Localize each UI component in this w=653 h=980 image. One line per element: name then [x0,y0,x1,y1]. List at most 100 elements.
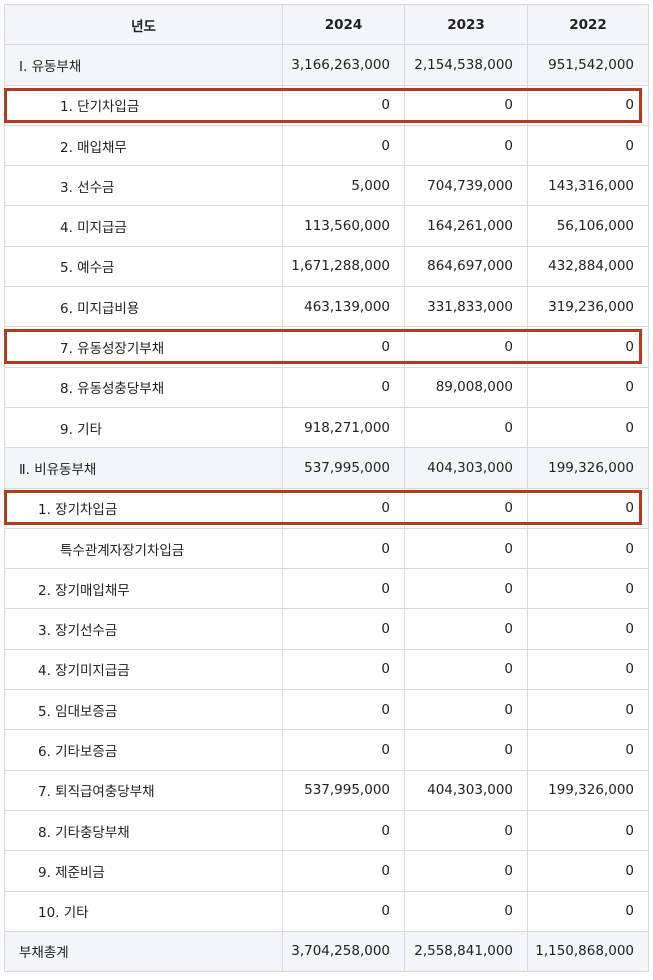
value-cell-2022: 1,150,868,000 [527,930,649,973]
value-cell-2024: 0 [282,326,405,368]
row-label: 1. 단기차입금 [4,84,283,126]
value-cell-2024: 0 [282,568,405,610]
year-2024-header: 2024 [282,3,405,46]
value-cell-2023: 0 [404,809,528,852]
value-cell-2023: 404,303,000 [404,447,528,489]
table-row: 3. 장기선수금 0 0 0 [4,608,649,650]
value-cell-2024: 918,271,000 [282,406,405,449]
value-cell-2023: 0 [404,84,528,126]
row-label: 5. 임대보증금 [4,689,283,731]
table-row: 1. 단기차입금 0 0 0 [4,84,649,126]
value-cell-2024: 0 [282,527,405,570]
value-cell-2022: 0 [527,487,649,529]
value-cell-2024: 0 [282,850,405,892]
value-cell-2023: 0 [404,124,528,167]
value-cell-2022: 951,542,000 [527,44,649,86]
row-label: 6. 미지급비용 [4,286,283,328]
value-cell-2024: 0 [282,729,405,771]
table-row: 1. 장기차입금 0 0 0 [4,487,649,529]
table-row: Ⅱ. 비유동부채 537,995,000 404,303,000 199,326,00… [4,447,649,489]
value-cell-2022: 0 [527,729,649,771]
value-cell-2022: 0 [527,124,649,167]
table-row: 5. 예수금 1,671,288,000 864,697,000 432,884,00… [4,245,649,288]
value-cell-2022: 143,316,000 [527,165,649,207]
value-cell-2024: 0 [282,366,405,408]
row-label: 6. 기타보증금 [4,729,283,771]
value-cell-2023: 0 [404,689,528,731]
row-label: 8. 유동성충당부채 [4,366,283,408]
value-cell-2023: 404,303,000 [404,769,528,811]
value-cell-2023: 0 [404,729,528,771]
value-cell-2023: 0 [404,487,528,529]
value-cell-2024: 463,139,000 [282,286,405,328]
value-cell-2024: 0 [282,124,405,167]
value-cell-2024: 0 [282,648,405,691]
row-label: 10. 기타 [4,890,283,932]
value-cell-2023: 704,739,000 [404,165,528,207]
table-row: 2. 매입채무 0 0 0 [4,124,649,167]
value-cell-2024: 1,671,288,000 [282,245,405,288]
value-cell-2023: 0 [404,527,528,570]
table-row: 특수관계자장기차입금 0 0 0 [4,527,649,570]
value-cell-2024: 0 [282,84,405,126]
table-row: 6. 기타보증금 0 0 0 [4,729,649,771]
value-cell-2022: 0 [527,689,649,731]
value-cell-2023: 0 [404,568,528,610]
table-row: 6. 미지급비용 463,139,000 331,833,000 319,236,00… [4,286,649,328]
liabilities-table: 년도 2024 2023 2022 Ⅰ. 유동부채 3,166,263,000 2,… [4,3,649,973]
value-cell-2024: 537,995,000 [282,447,405,489]
value-cell-2023: 331,833,000 [404,286,528,328]
value-cell-2022: 0 [527,568,649,610]
year-2023-header: 2023 [404,3,528,46]
table-header-row: 년도 2024 2023 2022 [4,3,649,46]
value-cell-2023: 0 [404,406,528,449]
row-label: 3. 선수금 [4,165,283,207]
row-label: 7. 유동성장기부채 [4,326,283,368]
value-cell-2022: 0 [527,850,649,892]
table-row: 7. 퇴직급여충당부채 537,995,000 404,303,000 199,326… [4,769,649,811]
value-cell-2024: 3,704,258,000 [282,930,405,973]
value-cell-2022: 0 [527,527,649,570]
table-row: Ⅰ. 유동부채 3,166,263,000 2,154,538,000 951,542… [4,44,649,86]
year-column-header: 년도 [4,3,283,46]
value-cell-2023: 2,154,538,000 [404,44,528,86]
value-cell-2023: 164,261,000 [404,205,528,247]
table-row: 3. 선수금 5,000 704,739,000 143,316,000 [4,165,649,207]
row-label: 1. 장기차입금 [4,487,283,529]
value-cell-2024: 0 [282,809,405,852]
value-cell-2023: 0 [404,890,528,932]
table-row: 10. 기타 0 0 0 [4,890,649,932]
row-label: 7. 퇴직급여충당부채 [4,769,283,811]
row-label: 4. 장기미지급금 [4,648,283,691]
table-row: 5. 임대보증금 0 0 0 [4,689,649,731]
row-label: 2. 매입채무 [4,124,283,167]
value-cell-2022: 0 [527,366,649,408]
value-cell-2024: 0 [282,890,405,932]
value-cell-2022: 0 [527,406,649,449]
table-row: 2. 장기매입채무 0 0 0 [4,568,649,610]
year-2022-header: 2022 [527,3,649,46]
value-cell-2024: 0 [282,608,405,650]
value-cell-2023: 0 [404,608,528,650]
row-label: Ⅰ. 유동부채 [4,44,283,86]
value-cell-2023: 864,697,000 [404,245,528,288]
row-label: 부채총계 [4,930,283,973]
value-cell-2022: 56,106,000 [527,205,649,247]
value-cell-2023: 0 [404,850,528,892]
row-label: 9. 기타 [4,406,283,449]
value-cell-2023: 2,558,841,000 [404,930,528,973]
value-cell-2022: 199,326,000 [527,769,649,811]
value-cell-2022: 432,884,000 [527,245,649,288]
value-cell-2023: 89,008,000 [404,366,528,408]
value-cell-2024: 0 [282,689,405,731]
value-cell-2022: 0 [527,890,649,932]
table-row: 9. 기타 918,271,000 0 0 [4,406,649,449]
table-row: 9. 제준비금 0 0 0 [4,850,649,892]
value-cell-2024: 537,995,000 [282,769,405,811]
value-cell-2024: 113,560,000 [282,205,405,247]
row-label: 8. 기타충당부채 [4,809,283,852]
row-label: 3. 장기선수금 [4,608,283,650]
value-cell-2022: 0 [527,326,649,368]
value-cell-2022: 0 [527,648,649,691]
value-cell-2022: 0 [527,84,649,126]
